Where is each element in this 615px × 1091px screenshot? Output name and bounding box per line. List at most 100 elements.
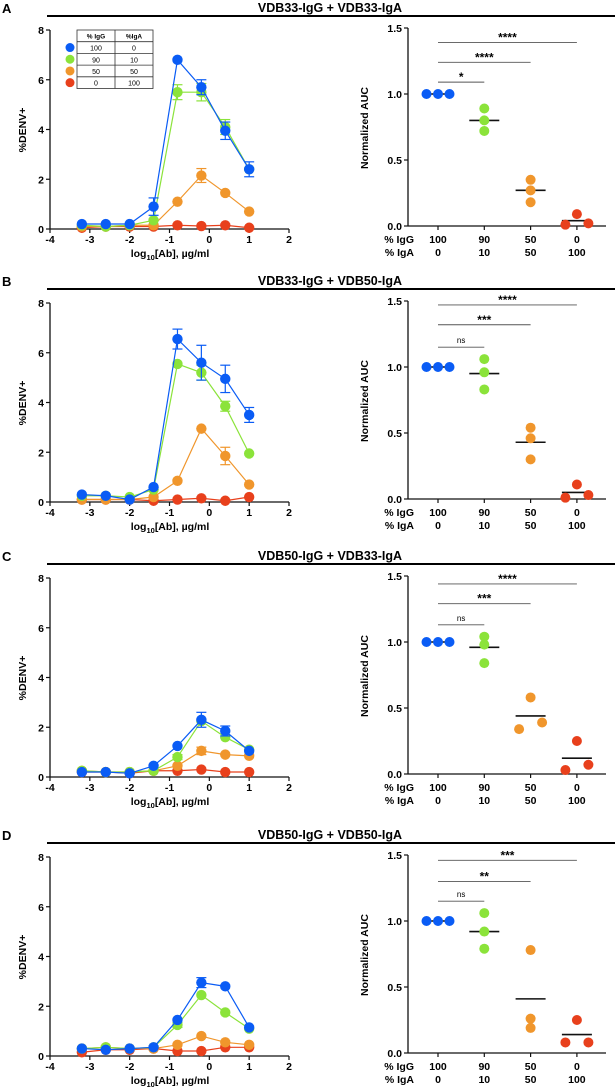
series-line xyxy=(81,91,250,228)
category-iga: 50 xyxy=(525,247,537,259)
row-label-iga: % IgA xyxy=(385,247,415,259)
y-axis-label: Normalized AUC xyxy=(359,635,371,717)
x-label-log: log xyxy=(131,248,147,260)
legend-iga: 10 xyxy=(130,57,138,64)
row-label-iga: % IgA xyxy=(385,520,415,532)
data-point xyxy=(148,201,159,212)
data-point xyxy=(571,209,582,220)
series-line xyxy=(81,174,250,228)
legend-igg: 90 xyxy=(92,57,100,64)
y-tick-label: 0.0 xyxy=(387,769,402,781)
data-point xyxy=(196,745,207,757)
data-point xyxy=(444,362,455,372)
data-point xyxy=(243,1039,255,1051)
significance-label: * xyxy=(459,70,464,84)
category-iga: 0 xyxy=(435,795,441,807)
data-point xyxy=(100,1044,111,1055)
x-tick-label: -3 xyxy=(85,1061,94,1073)
panel-c: C VDB50-IgG + VDB33-IgA 0 2 4 6 8 -4 -3 -2 -1 0 1 2 %D… xyxy=(0,548,615,818)
category-iga: 100 xyxy=(568,247,586,259)
category-iga: 10 xyxy=(478,1074,490,1086)
data-point xyxy=(172,54,183,66)
category-igg: 0 xyxy=(574,234,580,246)
data-point xyxy=(220,981,231,992)
data-point xyxy=(243,491,255,503)
category-iga: 10 xyxy=(478,520,490,532)
category-iga: 100 xyxy=(568,520,586,532)
data-point xyxy=(583,759,594,770)
y-tick-label: 1.0 xyxy=(387,362,402,374)
data-point xyxy=(148,760,159,772)
data-point xyxy=(220,450,231,462)
x-label-rest: [Ab], µg/ml xyxy=(155,248,210,260)
y-tick-label: 6 xyxy=(38,623,44,635)
series-blue xyxy=(76,711,255,779)
data-point xyxy=(172,760,183,772)
panel-letter: B xyxy=(2,274,11,289)
panel-title: VDB50-IgG + VDB33-IgA xyxy=(258,549,402,563)
legend-swatch-red xyxy=(65,78,75,88)
series-line xyxy=(81,427,250,501)
significance-label: **** xyxy=(475,50,494,64)
data-point xyxy=(525,422,536,433)
category-iga: 100 xyxy=(568,1074,586,1086)
significance-label: *** xyxy=(500,848,514,862)
x-tick-label: 2 xyxy=(286,507,292,519)
y-axis-label: %DENV+ xyxy=(17,935,29,980)
y-tick-label: 8 xyxy=(38,852,44,864)
data-point xyxy=(148,491,159,503)
x-tick-label: 0 xyxy=(206,1061,212,1073)
panel-letter: A xyxy=(2,1,12,16)
data-point xyxy=(172,333,183,345)
x-label-rest: [Ab], µg/ml xyxy=(155,796,210,808)
data-point xyxy=(172,358,183,370)
y-axis-label: Normalized AUC xyxy=(359,360,371,442)
x-label-rest: [Ab], µg/ml xyxy=(155,1075,210,1087)
data-point xyxy=(172,1039,183,1051)
category-igg: 0 xyxy=(574,782,580,794)
x-axis-label: log10[Ab], µg/ml xyxy=(131,521,210,535)
data-point xyxy=(220,749,231,760)
data-point xyxy=(172,751,183,763)
legend-iga: 50 xyxy=(130,69,138,76)
data-point xyxy=(196,423,207,434)
data-point xyxy=(479,908,490,919)
x-tick-label: 0 xyxy=(206,782,212,794)
data-point xyxy=(172,220,183,231)
data-point xyxy=(479,639,490,650)
y-tick-label: 6 xyxy=(38,75,44,87)
x-label-log: log xyxy=(131,796,147,808)
data-point xyxy=(514,724,525,735)
y-tick-label: 2 xyxy=(38,447,44,459)
x-label-log: log xyxy=(131,1075,147,1087)
x-tick-label: -4 xyxy=(45,507,54,519)
x-tick-label: -3 xyxy=(85,234,94,246)
y-tick-label: 0.5 xyxy=(387,982,402,994)
data-point xyxy=(525,185,536,196)
x-tick-label: -2 xyxy=(125,507,134,519)
category-iga: 0 xyxy=(435,247,441,259)
category-iga: 10 xyxy=(478,247,490,259)
category-igg: 50 xyxy=(525,507,537,519)
data-point xyxy=(220,373,231,385)
data-point xyxy=(172,740,183,752)
data-point xyxy=(124,494,135,505)
data-point xyxy=(243,206,255,217)
y-tick-label: 4 xyxy=(38,952,44,964)
legend-igg: 50 xyxy=(92,69,100,76)
data-point xyxy=(433,916,443,926)
data-point xyxy=(196,989,207,1001)
category-igg: 50 xyxy=(525,782,537,794)
data-point xyxy=(479,354,490,365)
category-iga: 100 xyxy=(568,795,586,807)
data-point xyxy=(479,384,490,395)
y-tick-label: 2 xyxy=(38,1001,44,1013)
data-point xyxy=(148,1042,159,1053)
